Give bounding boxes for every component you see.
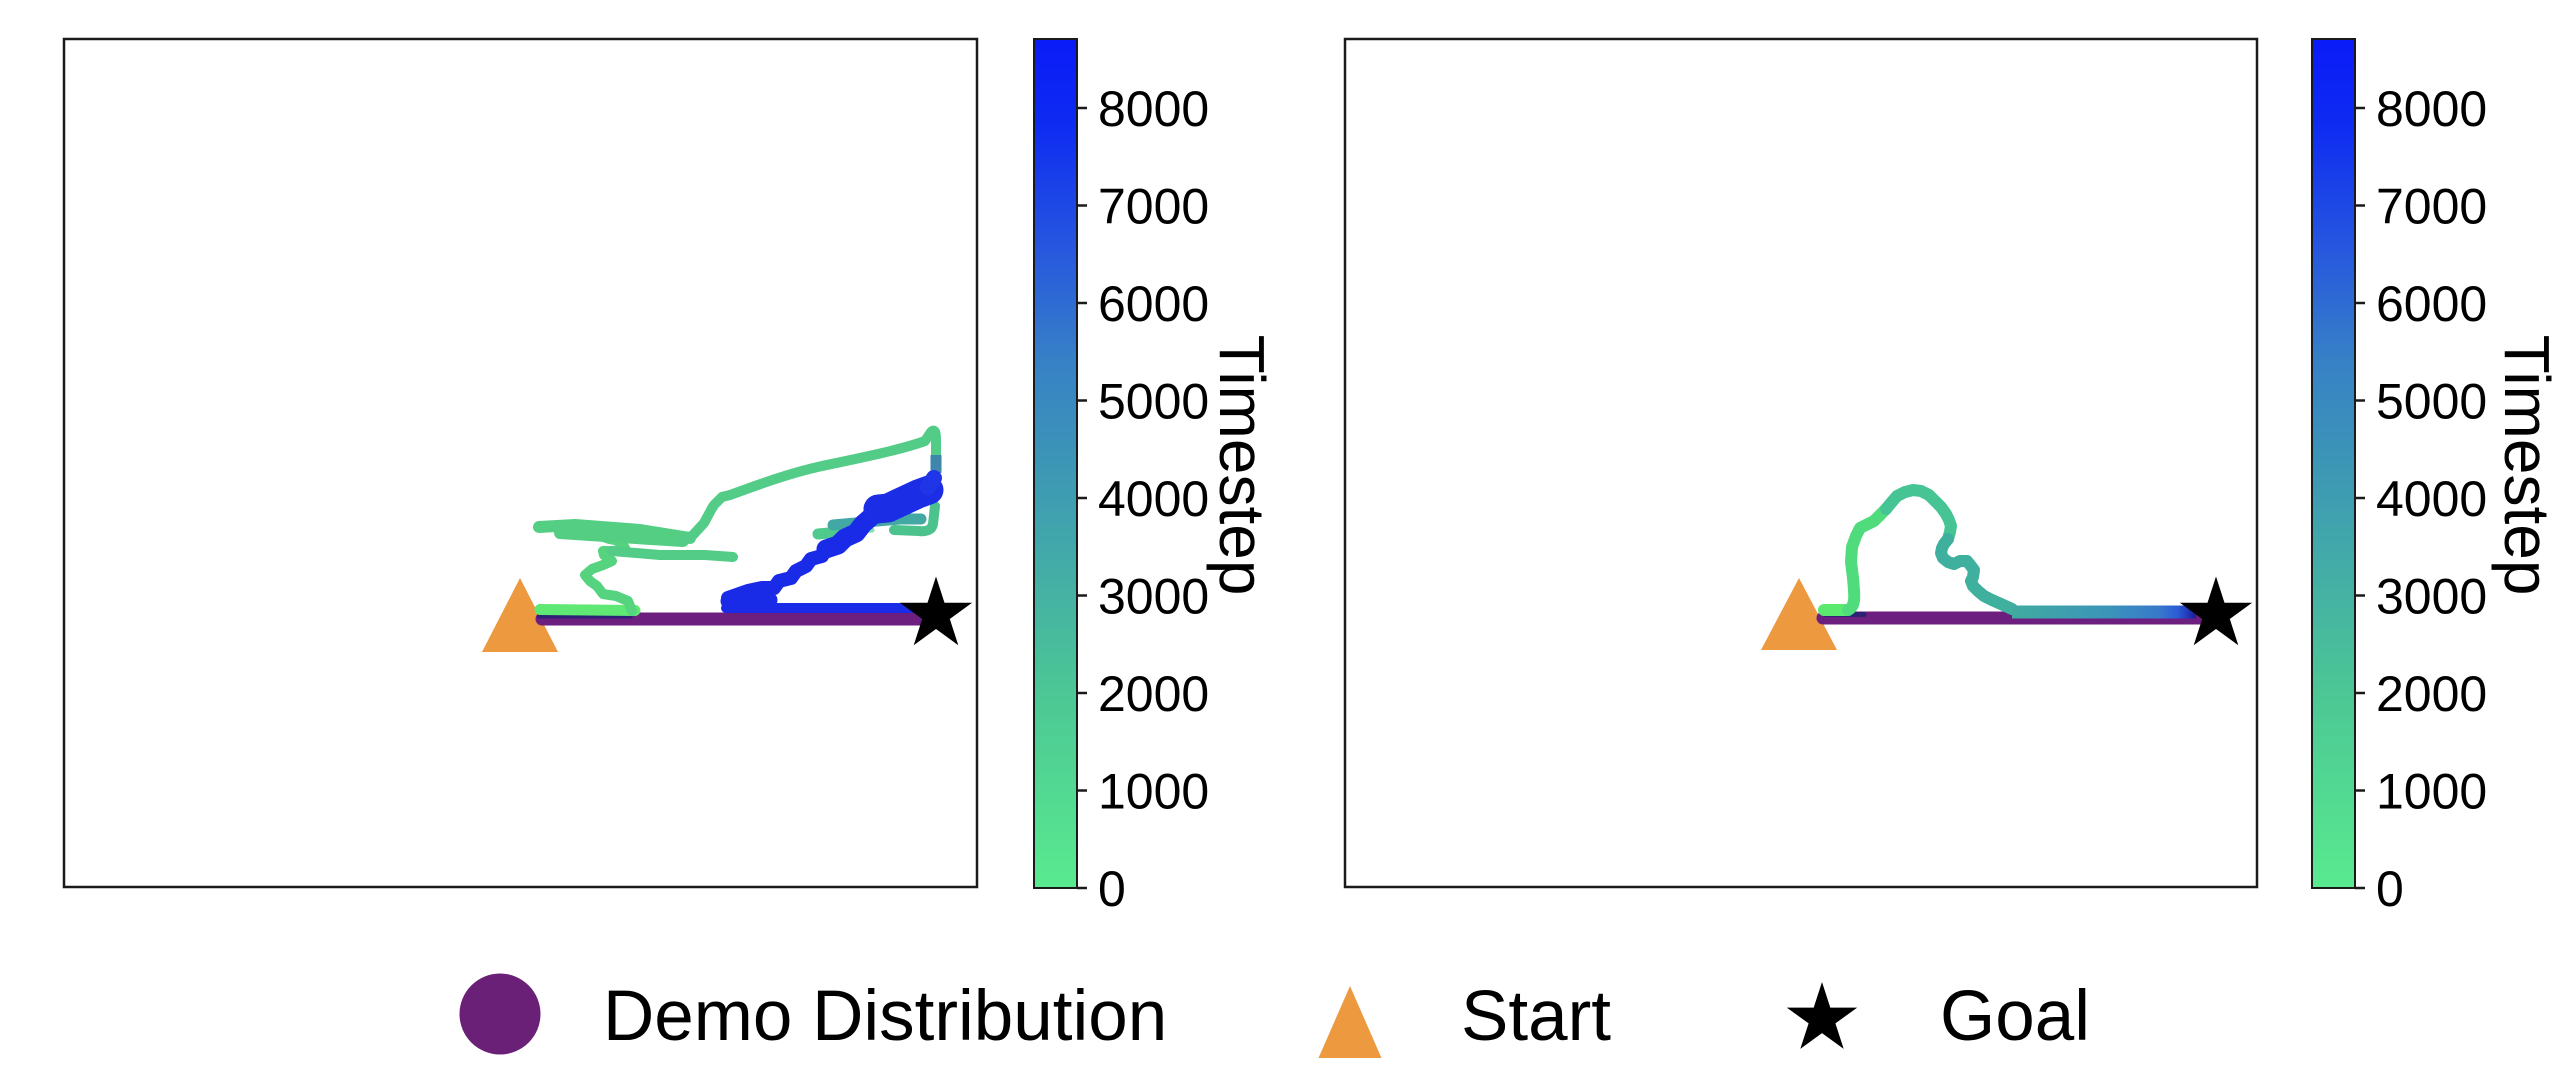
- svg-text:7000: 7000: [2376, 179, 2487, 235]
- svg-text:4000: 4000: [1098, 471, 1209, 527]
- svg-text:1000: 1000: [1098, 764, 1209, 820]
- svg-text:3000: 3000: [1098, 569, 1209, 625]
- svg-text:6000: 6000: [2376, 276, 2487, 332]
- svg-text:Timestep: Timestep: [2491, 335, 2560, 596]
- svg-text:8000: 8000: [2376, 81, 2487, 137]
- svg-text:2000: 2000: [2376, 666, 2487, 722]
- svg-text:3000: 3000: [2376, 569, 2487, 625]
- svg-text:Demo Distribution: Demo Distribution: [603, 977, 1167, 1056]
- svg-text:8000: 8000: [1098, 81, 1209, 137]
- svg-text:5000: 5000: [2376, 374, 2487, 430]
- svg-text:5000: 5000: [1098, 374, 1209, 430]
- svg-text:4000: 4000: [2376, 471, 2487, 527]
- svg-text:0: 0: [1098, 861, 1126, 917]
- svg-text:7000: 7000: [1098, 179, 1209, 235]
- svg-text:6000: 6000: [1098, 276, 1209, 332]
- svg-text:1000: 1000: [2376, 764, 2487, 820]
- svg-text:Goal: Goal: [1940, 977, 2090, 1056]
- svg-text:Timestep: Timestep: [1206, 335, 1278, 596]
- svg-text:2000: 2000: [1098, 666, 1209, 722]
- svg-text:0: 0: [2376, 861, 2404, 917]
- svg-text:Start: Start: [1461, 977, 1611, 1056]
